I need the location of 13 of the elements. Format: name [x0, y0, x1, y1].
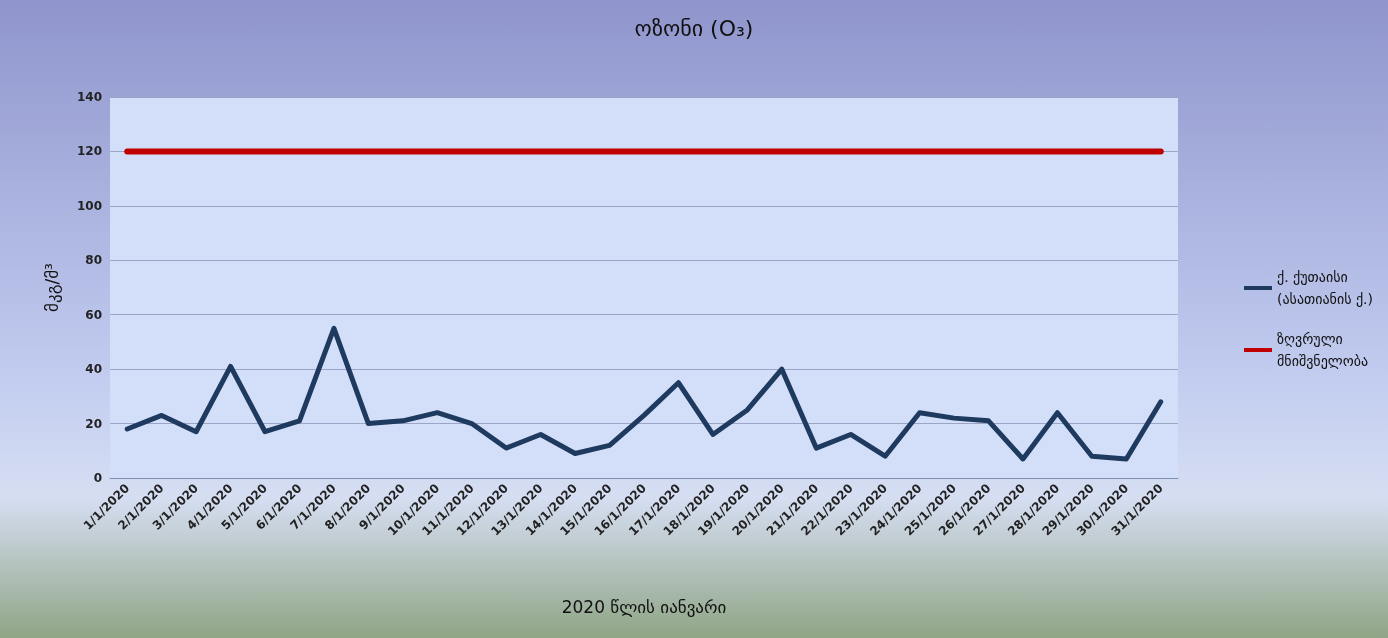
- y-axis-title: მკგ/მ³: [41, 263, 62, 312]
- chart-title: ოზონი (O₃): [634, 15, 754, 41]
- y-tick-label: 40: [85, 362, 102, 377]
- x-axis-title: 2020 წლის იანვარი: [561, 596, 727, 617]
- y-tick-label: 60: [85, 307, 102, 322]
- y-tick-label: 100: [76, 198, 102, 213]
- legend-label: ზღვრული მნიშვნელობა: [1277, 331, 1369, 369]
- y-tick-label: 80: [85, 253, 102, 268]
- legend-label: ქ. ქუთაისი (ასათიანის ქ.): [1277, 269, 1374, 307]
- y-tick-label: 140: [76, 90, 102, 104]
- y-tick-label: 20: [85, 416, 102, 431]
- y-tick-label: 0: [93, 471, 102, 485]
- y-tick-label: 120: [76, 144, 102, 159]
